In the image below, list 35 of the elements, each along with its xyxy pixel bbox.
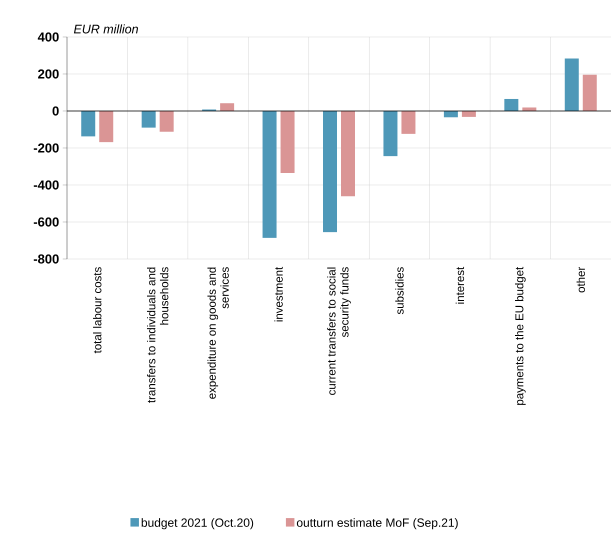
bar bbox=[564, 58, 579, 111]
bar bbox=[401, 110, 416, 134]
x-tick-label: other bbox=[576, 266, 585, 292]
x-tick-label: payments to the EU budget bbox=[515, 266, 526, 405]
x-tick-label: current transfers to social security funds bbox=[327, 267, 351, 395]
legend-label: outturn estimate MoF (Sep.21) bbox=[296, 518, 458, 530]
bar bbox=[462, 110, 476, 117]
y-tick-label: -600 bbox=[34, 217, 59, 227]
bar bbox=[81, 110, 96, 136]
x-tick-label: transfers to individuals and households bbox=[146, 267, 168, 403]
y-tick-label: 400 bbox=[38, 32, 59, 42]
y-tick-label: -200 bbox=[34, 143, 59, 153]
bar bbox=[99, 110, 114, 142]
x-tick-label: expenditure on goods and services bbox=[207, 267, 229, 399]
y-tick-label: -400 bbox=[34, 180, 59, 190]
x-tick-label: subsidies bbox=[395, 267, 404, 314]
legend-label: budget 2021 (Oct.20) bbox=[142, 518, 254, 530]
bar bbox=[262, 110, 277, 238]
bar bbox=[383, 110, 398, 156]
y-tick-label: -800 bbox=[34, 254, 59, 264]
bar bbox=[220, 103, 234, 111]
y-tick-label: 200 bbox=[38, 69, 59, 79]
x-tick-label: total labour costs bbox=[93, 267, 102, 354]
bar bbox=[323, 110, 338, 232]
bar bbox=[504, 98, 518, 111]
bar bbox=[280, 110, 295, 173]
y-axis-title: EUR million bbox=[74, 24, 138, 34]
x-tick-label: investment bbox=[274, 266, 283, 322]
y-tick-label: 0 bbox=[52, 106, 59, 116]
bar bbox=[341, 110, 356, 196]
bar bbox=[160, 110, 174, 132]
bar bbox=[142, 110, 156, 128]
bar bbox=[582, 74, 597, 111]
x-tick-label: interest bbox=[456, 266, 464, 304]
bar bbox=[444, 110, 458, 118]
